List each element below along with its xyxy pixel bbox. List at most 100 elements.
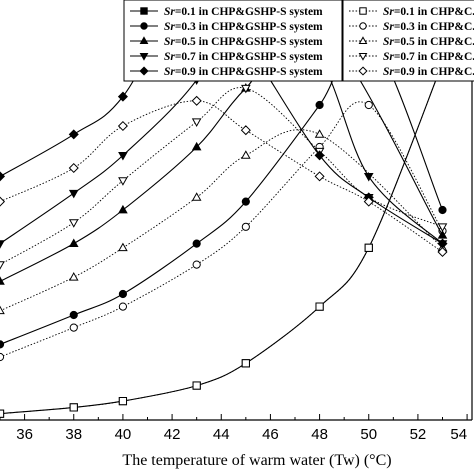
x-tick-label: 36 xyxy=(16,426,33,443)
data-point xyxy=(117,120,128,132)
legend-marker xyxy=(139,52,149,61)
data-point xyxy=(191,118,202,127)
data-point xyxy=(68,238,79,247)
data-point xyxy=(315,100,324,110)
series-5 xyxy=(0,129,448,315)
data-point xyxy=(69,403,78,412)
data-point xyxy=(118,397,128,406)
data-point xyxy=(0,171,6,182)
legend-label: Sr=0.9 in CHP&GSHP-S system xyxy=(164,66,323,78)
data-point xyxy=(68,129,79,140)
data-point xyxy=(118,242,128,252)
legend-marker xyxy=(358,52,368,61)
data-point xyxy=(363,173,374,182)
data-point xyxy=(315,302,324,311)
data-point xyxy=(241,150,251,159)
data-point xyxy=(0,340,5,349)
data-point xyxy=(68,189,79,199)
x-tick-label: 44 xyxy=(213,426,230,443)
data-point xyxy=(68,219,79,228)
series-line xyxy=(0,87,443,265)
data-point xyxy=(0,305,5,315)
legend-marker xyxy=(140,22,148,30)
series-0 xyxy=(0,58,447,418)
series-line xyxy=(0,101,443,358)
data-point xyxy=(437,246,448,258)
legend-label: Sr=0.7 in CHP&C... xyxy=(383,51,474,63)
data-point xyxy=(0,261,5,270)
data-point xyxy=(118,152,128,161)
legend-label: Sr=0.3 in CHP&C... xyxy=(383,21,474,33)
x-tick-label: 54 xyxy=(450,426,467,443)
series-line xyxy=(0,129,443,312)
legend-marker xyxy=(358,66,368,76)
data-point xyxy=(118,302,128,311)
legend-label: Sr=0.7 in CHP&GSHP-S system xyxy=(164,51,323,63)
x-tick-label: 48 xyxy=(311,426,328,443)
legend-label: Sr=0.3 in CHP&GSHP-S system xyxy=(164,21,323,33)
data-point xyxy=(437,223,448,232)
legend-label: Sr=0.5 in CHP&C... xyxy=(383,36,474,48)
data-point xyxy=(191,95,202,106)
legend-marker xyxy=(139,36,149,45)
data-point xyxy=(241,84,251,94)
data-point xyxy=(363,196,374,207)
x-tick-label: 38 xyxy=(65,426,82,443)
x-tick-label: 46 xyxy=(262,426,279,443)
legend-chp-gshp-s: Sr=0.1 in CHP&GSHP-S system Sr=0.3 in CHP… xyxy=(123,0,343,82)
data-point xyxy=(69,310,78,320)
legend-label: Sr=0.1 in CHP&C... xyxy=(383,6,474,18)
legend-marker xyxy=(358,36,368,45)
x-tick-label: 42 xyxy=(164,426,181,443)
data-point xyxy=(437,230,448,239)
x-tick-label: 50 xyxy=(360,426,377,443)
data-point xyxy=(314,150,325,161)
data-point xyxy=(364,243,373,252)
data-point xyxy=(0,409,5,418)
data-point xyxy=(0,240,5,249)
data-point xyxy=(118,177,128,186)
x-axis-label: The temperature of warm water (Tw) (°C) xyxy=(122,452,392,469)
legend-chp-c: Sr=0.1 in CHP&C... Sr=0.3 in CHP&C... Sr=0… xyxy=(342,0,474,82)
data-point xyxy=(192,239,201,248)
data-point xyxy=(314,129,325,138)
data-point xyxy=(241,222,250,231)
series-9 xyxy=(0,95,448,258)
data-point xyxy=(69,323,78,332)
data-point xyxy=(68,162,79,174)
data-point xyxy=(240,125,251,136)
legend-label: Sr=0.1 in CHP&GSHP-S system xyxy=(164,6,323,18)
legend-marker xyxy=(139,66,149,76)
series-line xyxy=(0,62,444,415)
data-point xyxy=(0,276,5,285)
data-point xyxy=(241,197,250,206)
data-point xyxy=(118,289,128,299)
data-point xyxy=(192,381,201,390)
legend-marker xyxy=(359,7,367,15)
data-point xyxy=(314,171,325,182)
data-point xyxy=(68,272,79,281)
series-1 xyxy=(0,58,447,418)
data-point xyxy=(118,204,128,214)
data-point xyxy=(364,100,373,110)
series-line xyxy=(0,0,443,245)
data-point xyxy=(438,205,447,215)
legend-label: Sr=0.5 in CHP&GSHP-S system xyxy=(164,36,323,48)
data-point xyxy=(0,352,5,362)
series-7 xyxy=(0,84,448,270)
series-line xyxy=(0,100,443,253)
data-point xyxy=(191,141,202,151)
legend-marker xyxy=(140,7,148,15)
legend-box xyxy=(123,0,343,82)
data-point xyxy=(117,91,128,102)
series-line xyxy=(0,62,443,415)
data-point xyxy=(192,260,201,269)
legend-marker xyxy=(359,22,367,30)
legend-label: Sr=0.9 in CHP&C... xyxy=(383,66,474,78)
series-3 xyxy=(0,100,447,362)
data-point xyxy=(0,196,6,207)
data-point xyxy=(191,192,202,201)
data-point xyxy=(241,359,250,368)
x-tick-label: 52 xyxy=(410,426,427,443)
